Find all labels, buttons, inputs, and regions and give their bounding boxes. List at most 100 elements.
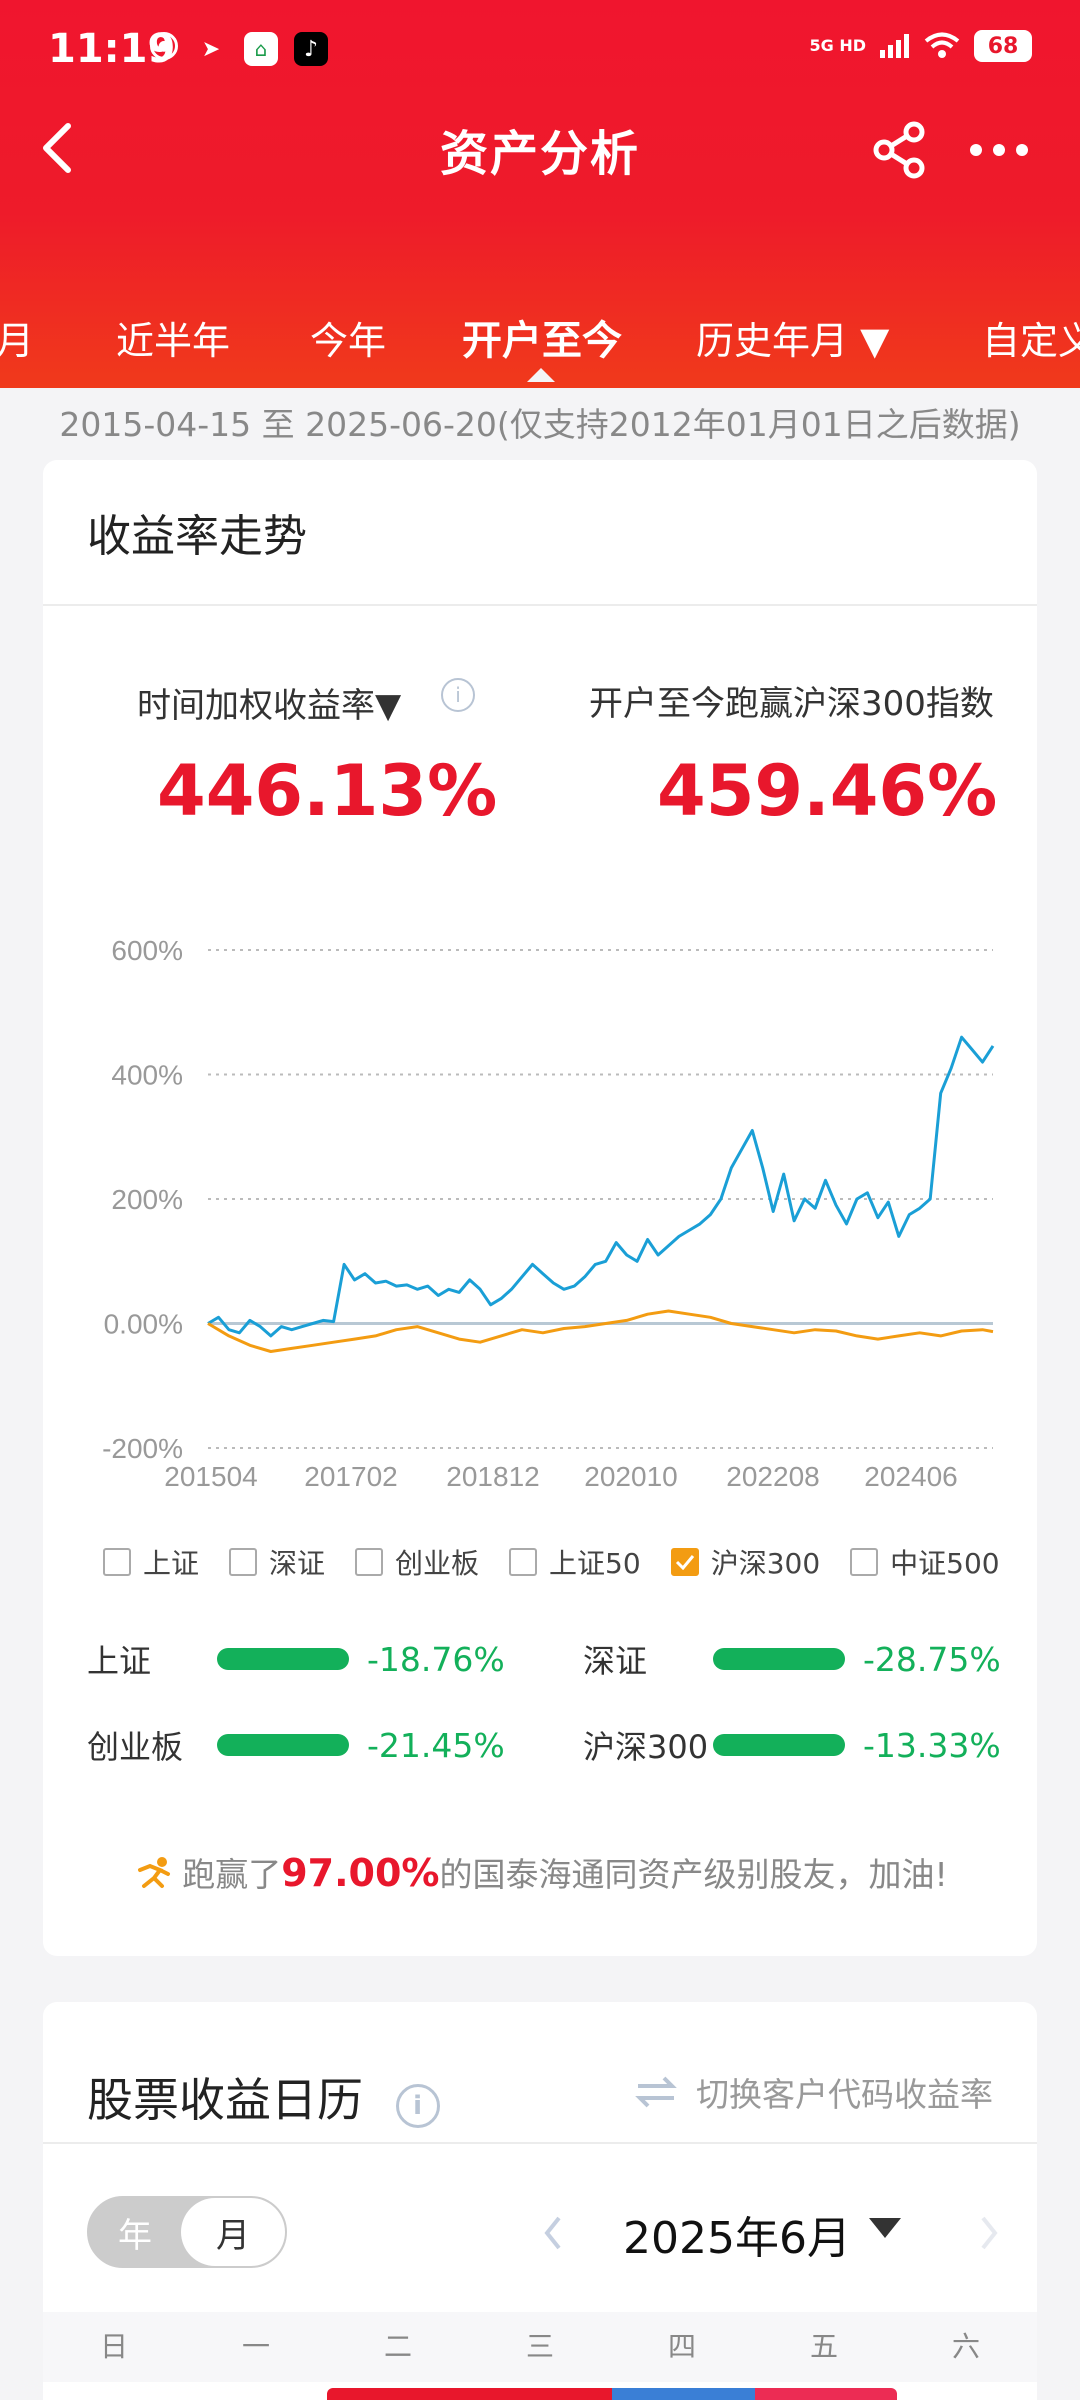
x-tick-label: 202010 — [584, 1461, 677, 1490]
legend-item[interactable]: 上证 — [103, 1542, 199, 1582]
legend-item[interactable]: 沪深300 — [670, 1542, 821, 1582]
calendar-card: 股票收益日历 i 切换客户代码收益率 年 月 2025年6月 日 一 二 三 四 五 六 — [43, 2002, 1037, 2400]
trend-card-title: 收益率走势 — [87, 511, 307, 562]
y-tick-label: 0.00% — [104, 1309, 183, 1340]
status-right: 5G HD 68 — [809, 30, 1032, 62]
beat-prefix: 跑赢了 — [182, 1855, 282, 1894]
info-icon[interactable]: i — [395, 2084, 440, 2128]
prev-month-icon[interactable] — [533, 2208, 573, 2258]
divider — [43, 604, 1037, 606]
signal-icon — [880, 34, 909, 58]
strip-blue — [612, 2388, 755, 2400]
date-range: 2015-04-15 至 2025-06-20(仅支持2012年01月01日之后… — [59, 405, 1021, 444]
metric-right-label: 开户至今跑赢沪深300指数 — [589, 684, 994, 724]
telegram-icon: ➤ — [201, 36, 221, 62]
legend-label: 中证500 — [890, 1547, 1000, 1580]
beat-suffix: 的国泰海通同资产级别股友，加油! — [439, 1855, 948, 1894]
legend-checkbox[interactable] — [850, 1548, 879, 1576]
weekday-label: 六 — [951, 2330, 980, 2363]
y-tick-label: 600% — [111, 935, 183, 966]
y-tick-label: 200% — [111, 1184, 183, 1215]
info-icon[interactable]: i — [441, 678, 475, 712]
wifi-icon — [924, 32, 960, 58]
x-tick-label: 201504 — [164, 1461, 257, 1490]
index-bar — [713, 1734, 845, 1756]
check-icon — [675, 1555, 694, 1570]
index-item: 沪深300 -13.33% — [583, 1720, 1001, 1770]
switch-label: 切换客户代码收益率 — [696, 2075, 993, 2114]
year-month-toggle[interactable]: 年 月 — [87, 2196, 287, 2268]
tab-history[interactable]: 历史年月 ▼ — [696, 319, 890, 363]
index-value: -21.45% — [367, 1725, 505, 1765]
active-tab-indicator — [527, 368, 555, 382]
legend-checkbox[interactable] — [670, 1548, 699, 1576]
legend-label: 沪深300 — [710, 1547, 821, 1580]
index-item: 创业板 -21.45% — [87, 1720, 505, 1770]
tab-month[interactable]: 月 — [0, 319, 35, 363]
weekday-label: 三 — [525, 2330, 554, 2363]
index-row-1: 上证 -18.76% 深证 -28.75% — [87, 1634, 1001, 1684]
legend-checkbox[interactable] — [103, 1548, 131, 1576]
weekday-label: 日 — [99, 2330, 128, 2363]
x-tick-label: 202406 — [864, 1461, 957, 1490]
legend-label: 创业板 — [395, 1547, 480, 1580]
x-tick-label: 201812 — [446, 1461, 539, 1490]
return-trend-chart: 600% 400% 200% 0.00% -200%201504 201702 201812… — [102, 935, 995, 1490]
index-value: -28.75% — [863, 1639, 1001, 1679]
status-bar: 11:19 ● ➤ ⌂ ♪ 5G HD 68 — [0, 0, 1080, 100]
calendar-title: 股票收益日历 i — [87, 2064, 440, 2130]
nav-bar: 资产分析 — [0, 100, 1080, 200]
dropdown-icon[interactable] — [867, 2214, 903, 2244]
period-tabs: 月 近半年 今年 开户至今 历史年月 ▼ 自定义 — [0, 290, 1080, 388]
metric-left-label[interactable]: 时间加权收益率▼ — [137, 686, 402, 726]
legend-item[interactable]: 创业板 — [355, 1542, 479, 1582]
bottom-color-strip — [327, 2388, 897, 2400]
x-tick-label: 202208 — [726, 1461, 819, 1490]
header: 11:19 ● ➤ ⌂ ♪ 5G HD 68 资产分析 月 近半年 今年 开户至… — [0, 0, 1080, 388]
swap-icon — [635, 2076, 677, 2108]
y-tick-label: -200% — [102, 1433, 183, 1464]
network-indicator: 5G HD — [809, 36, 866, 55]
index-name: 上证 — [87, 1642, 152, 1680]
legend-item[interactable]: 中证500 — [850, 1542, 1000, 1582]
next-month-icon[interactable] — [969, 2208, 1009, 2258]
more-icon[interactable] — [964, 120, 1034, 180]
weekday-label: 二 — [383, 2330, 412, 2363]
switch-return-button[interactable]: 切换客户代码收益率 — [634, 2068, 993, 2116]
tab-half-year[interactable]: 近半年 — [116, 319, 231, 363]
weekday-label: 五 — [809, 2330, 838, 2363]
index-value: -18.76% — [367, 1639, 505, 1679]
month-selector[interactable]: 2025年6月 — [623, 2213, 851, 2264]
chart-legend: 上证 深证 创业板 上证50 沪深300 中证500 — [103, 1542, 1030, 1582]
index-bar — [217, 1734, 349, 1756]
share-icon[interactable] — [870, 120, 930, 180]
legend-label: 深证 — [269, 1547, 326, 1580]
divider — [43, 2142, 1037, 2144]
legend-label: 上证50 — [549, 1547, 641, 1580]
weekday-label: 四 — [667, 2330, 696, 2363]
strip-pink — [754, 2388, 897, 2400]
legend-item[interactable]: 上证50 — [509, 1542, 641, 1582]
tab-this-year[interactable]: 今年 — [310, 319, 387, 363]
legend-checkbox[interactable] — [229, 1548, 258, 1576]
beat-percent: 97.00% — [281, 1851, 440, 1895]
metric-right-value: 459.46% — [657, 750, 998, 832]
weekday-label: 一 — [241, 2330, 270, 2363]
app-notification-icon: ● — [150, 32, 178, 60]
toggle-month[interactable]: 月 — [181, 2198, 285, 2266]
back-icon[interactable] — [30, 118, 90, 178]
toggle-year[interactable]: 年 — [118, 2215, 152, 2256]
weekday-header: 日一二三四五六 — [43, 2312, 1037, 2382]
tab-custom[interactable]: 自定义 — [982, 319, 1080, 363]
index-item: 深证 -28.75% — [583, 1634, 1001, 1684]
battery-indicator: 68 — [974, 30, 1032, 62]
y-tick-label: 400% — [111, 1060, 183, 1091]
legend-checkbox[interactable] — [509, 1548, 538, 1576]
index-item: 上证 -18.76% — [87, 1634, 505, 1684]
x-tick-label: 201702 — [304, 1461, 397, 1490]
legend-checkbox[interactable] — [355, 1548, 384, 1576]
calendar-title-text: 股票收益日历 — [87, 2073, 363, 2127]
legend-item[interactable]: 深证 — [229, 1542, 325, 1582]
tab-since-open[interactable]: 开户至今 — [462, 318, 622, 364]
status-app-icons: ● ➤ ⌂ ♪ — [150, 32, 328, 66]
